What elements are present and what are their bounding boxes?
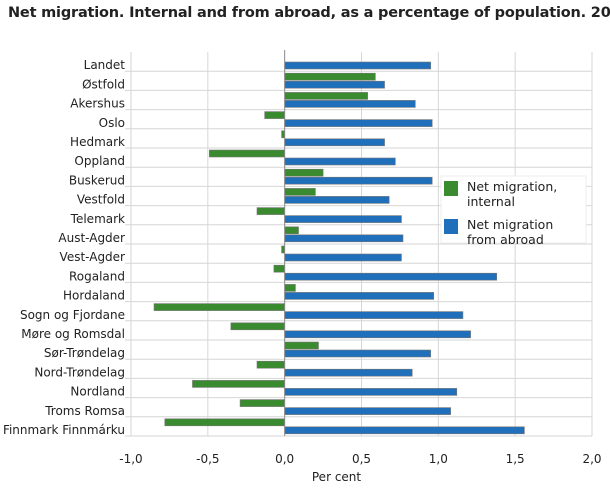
category-label: Nord-Trøndelag (34, 365, 125, 379)
bar-internal (284, 72, 376, 81)
x-axis-label: Per cent (312, 470, 362, 484)
bar-abroad (284, 407, 451, 415)
bar-internal (264, 111, 285, 119)
category-label: Rogaland (69, 269, 125, 283)
bar-abroad (284, 196, 390, 204)
bar-abroad (284, 234, 404, 243)
bar-abroad (284, 330, 471, 339)
category-label: Troms Romsa (44, 404, 125, 418)
bar-internal (284, 168, 324, 177)
category-label: Vest-Agder (60, 250, 126, 264)
category-label: Akershus (70, 97, 125, 111)
bar-internal (164, 418, 285, 427)
bar-abroad (284, 138, 385, 147)
x-tick-label: 1,0 (429, 452, 448, 466)
legend-swatch (444, 181, 458, 196)
category-label: Hedmark (70, 135, 125, 149)
category-label: Aust-Agder (58, 231, 125, 245)
bar-abroad (284, 80, 385, 89)
bar-abroad (284, 157, 396, 166)
legend-label: Net migration (467, 217, 553, 232)
legend-label: internal (467, 194, 515, 209)
bar-abroad (284, 292, 435, 300)
category-label: Sogn og Fjordane (20, 308, 125, 322)
bar-internal (273, 264, 285, 273)
category-label: Finnmark Finnmárku (3, 423, 125, 437)
x-tick-label: -0,5 (196, 452, 219, 466)
category-label: Møre og Romsdal (21, 327, 125, 341)
bar-internal (153, 303, 285, 311)
bar-internal (284, 341, 319, 350)
category-label: Telemark (70, 212, 125, 226)
bar-internal (284, 284, 296, 292)
legend-box (440, 175, 587, 244)
bar-abroad (284, 388, 458, 396)
category-label: Nordland (70, 385, 125, 399)
bar-internal (192, 380, 285, 388)
bar-abroad (284, 119, 433, 127)
category-label: Østfold (82, 77, 125, 91)
bar-internal (256, 207, 285, 215)
bar-abroad (284, 176, 433, 185)
x-tick-label: 1,5 (506, 452, 525, 466)
legend-label: Net migration, (467, 179, 557, 194)
category-label: Landet (84, 58, 126, 72)
bar-abroad (284, 426, 525, 435)
bar-abroad (284, 253, 402, 262)
bar-internal (284, 188, 316, 196)
category-label: Buskerud (69, 173, 125, 187)
bar-internal (256, 360, 285, 369)
bar-internal (209, 149, 285, 158)
bar-abroad (284, 61, 431, 70)
legend-label: from abroad (467, 232, 544, 247)
category-label: Oslo (99, 116, 125, 130)
category-label: Sør-Trøndelag (44, 346, 125, 360)
category-label: Hordaland (63, 289, 125, 303)
category-label: Vestfold (77, 193, 125, 207)
bar-abroad (284, 311, 464, 319)
bar-internal (284, 92, 368, 100)
bar-internal (230, 322, 285, 331)
bar-internal (284, 226, 299, 235)
bar-abroad (284, 272, 498, 281)
bar-abroad (284, 349, 431, 358)
bar-internal (239, 399, 285, 407)
bar-abroad (284, 100, 416, 108)
x-tick-label: 2,0 (582, 452, 601, 466)
category-label: Oppland (74, 154, 125, 168)
bar-abroad (284, 215, 402, 223)
chart-title: Net migration. Internal and from abroad,… (8, 5, 610, 21)
x-tick-label: 0,0 (275, 452, 294, 466)
bar-abroad (284, 368, 413, 377)
x-tick-label: -1,0 (119, 452, 142, 466)
x-tick-label: 0,5 (352, 452, 371, 466)
legend-swatch (444, 219, 458, 234)
